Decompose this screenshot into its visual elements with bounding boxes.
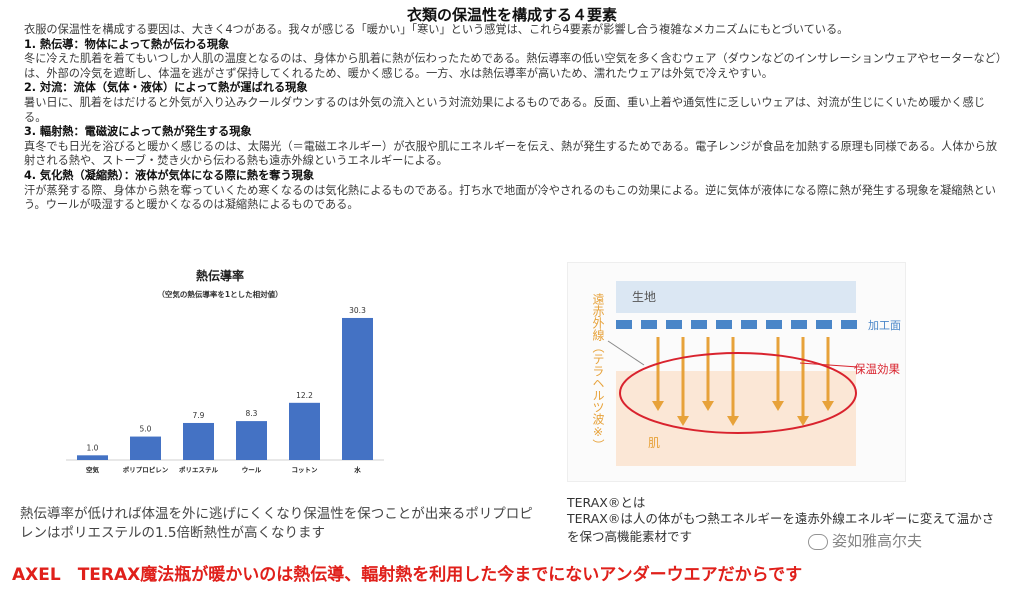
- fabric-layer: [616, 281, 856, 313]
- thermal-conductivity-chart: 熱伝導率 （空気の熱伝導率を1とした相対値） 1.0 空気 5.0 ポリプロピレン 7.…: [44, 260, 396, 492]
- terax-description: TERAX®は人の体がもつ熱エネルギーを遠赤外線エネルギーに変えて温かさを保つ高…: [567, 511, 995, 544]
- section-body: 汗が蒸発する際、身体から熱を奪っていくため寒くなるのは気化熱によるものである。打…: [24, 183, 996, 212]
- chart-bar: [236, 421, 267, 460]
- chart-bar: [77, 455, 108, 460]
- watermark: 姿如雅高尔夫: [808, 530, 922, 551]
- chart-bar: [342, 317, 373, 460]
- chart-subtitle: （空気の熱伝導率を1とした相対値）: [157, 289, 282, 299]
- category-tick-label: ウール: [242, 466, 262, 474]
- diagram-canvas: 生地 加工面 保温効果 肌: [607, 281, 901, 466]
- section-heading: 1. 熱伝導：物体によって熱が伝わる現象: [24, 37, 230, 51]
- effect-label: 保温効果: [854, 362, 900, 376]
- skin-label: 肌: [648, 436, 660, 450]
- chart-title: 熱伝導率: [196, 268, 244, 283]
- bar-value-label: 12.2: [296, 391, 313, 400]
- far-infrared-label: 遠赤外線（テラヘルツ波※）: [591, 293, 605, 451]
- warming-effect-ellipse: [619, 352, 857, 434]
- bar-value-label: 8.3: [246, 409, 258, 418]
- fabric-label: 生地: [632, 290, 656, 304]
- watermark-text: 姿如雅高尔夫: [832, 532, 923, 550]
- side-pointer: [607, 340, 645, 366]
- section-body: 暑い日に、肌着をはだけると外気が入り込みクールダウンするのは外気の流入という対流…: [24, 95, 985, 124]
- section-heading: 2. 対流：流体（気体・液体）によって熱が運ばれる現象: [24, 81, 308, 95]
- processed-surface: [616, 320, 857, 329]
- terax-diagram: 生地 加工面 保温効果 肌 遠赤外線（テラヘルツ波※）: [567, 262, 906, 482]
- bar-value-label: 1.0: [87, 443, 99, 452]
- category-tick-label: 空気: [86, 465, 100, 474]
- chart-bar: [130, 436, 161, 460]
- chart-canvas: 熱伝導率 （空気の熱伝導率を1とした相対値） 1.0 空気 5.0 ポリプロピレン 7.…: [66, 268, 384, 474]
- category-tick-label: 水: [354, 465, 361, 474]
- article-body: 衣服の保温性を構成する要因は、大きく4つがある。我々が感じる「暖かい」「寒い」と…: [24, 23, 1004, 213]
- chart-bar: [183, 422, 214, 460]
- section-body: 冬に冷えた肌着を着てもいつしか人肌の温度となるのは、身体から肌着に熱が伝わったた…: [24, 52, 1002, 80]
- chart-bar: [289, 402, 320, 460]
- chart-caption: 熱伝導率が低ければ体温を外に逃げにくくなり保温性を保つことが出来るポリプロピレン…: [20, 506, 533, 541]
- infrared-arrows: [652, 337, 834, 426]
- wechat-icon: [808, 533, 828, 550]
- bar-value-label: 7.9: [193, 411, 205, 420]
- section-body: 真冬でも日光を浴びると暖かく感じるのは、太陽光（＝電磁エネルギー）が衣服や肌にエ…: [24, 139, 998, 168]
- category-tick-label: コットン: [292, 466, 319, 474]
- section-heading: 4. 気化熱（凝縮熱）：液体が気体になる際に熱を奪う現象: [24, 168, 315, 182]
- category-tick-label: ポリエステル: [179, 465, 219, 474]
- terax-heading: TERAX®とは: [567, 495, 646, 510]
- bar-value-label: 5.0: [140, 425, 152, 434]
- processed-label: 加工面: [868, 319, 901, 332]
- bar-value-label: 30.3: [349, 306, 366, 315]
- page-title: 衣類の保温性を構成する４要素: [406, 6, 617, 24]
- intro-paragraph: 衣服の保温性を構成する要因は、大きく4つがある。我々が感じる「暖かい」「寒い」と…: [24, 23, 849, 36]
- effect-pointer: [799, 362, 859, 368]
- section-heading: 3. 輻射熱：電磁波によって熱が発生する現象: [24, 125, 252, 139]
- bottom-banner: AXEL TERAX魔法瓶が暖かいのは熱伝導、輻射熱を利用した今までにないアンダ…: [12, 565, 803, 585]
- category-tick-label: ポリプロピレン: [123, 465, 169, 474]
